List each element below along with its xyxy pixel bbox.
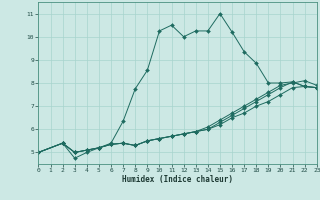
X-axis label: Humidex (Indice chaleur): Humidex (Indice chaleur) (122, 175, 233, 184)
